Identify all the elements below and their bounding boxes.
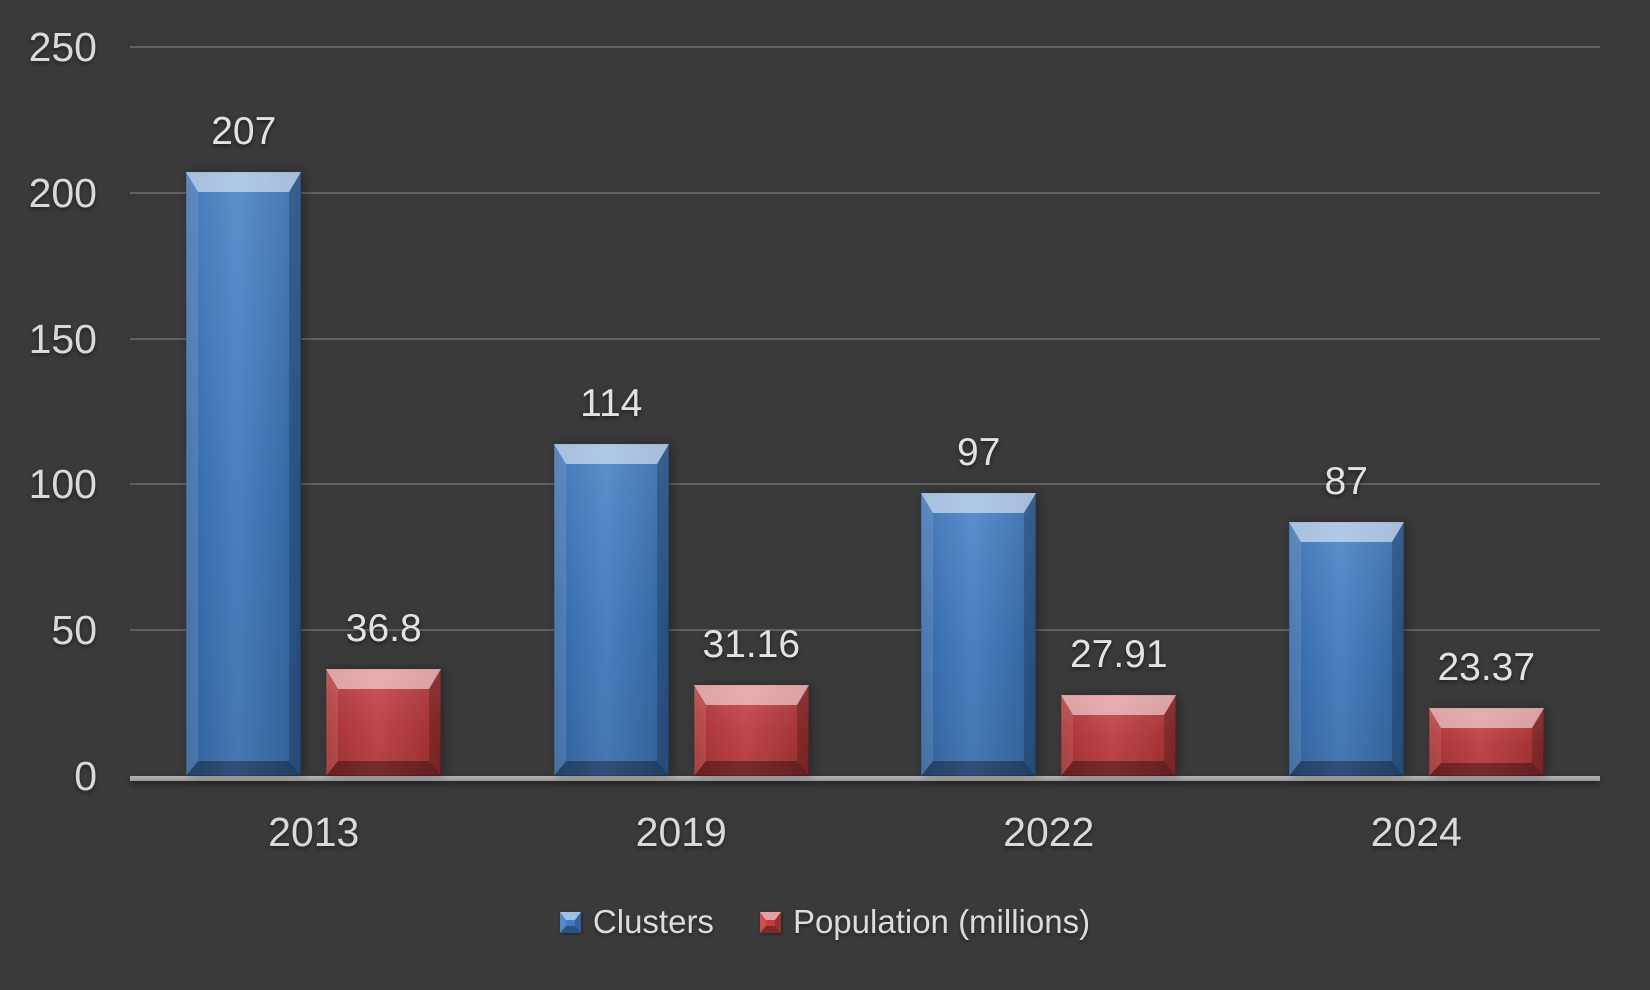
bar-bevel xyxy=(1428,707,1544,776)
legend-item-clusters: Clusters xyxy=(559,903,714,941)
y-axis-tick-label: 200 xyxy=(28,169,97,216)
y-axis-tick-label: 0 xyxy=(74,753,97,799)
y-axis-tick-label: 50 xyxy=(51,607,97,654)
bar-population-millions-2013 xyxy=(326,668,442,776)
bar-face xyxy=(186,172,302,776)
bar-population-millions-2024 xyxy=(1428,707,1544,776)
bar-bevel xyxy=(186,172,302,776)
x-category-label: 2019 xyxy=(635,809,727,855)
gridline-50 xyxy=(130,629,1600,632)
gridline-100 xyxy=(130,483,1600,486)
y-axis-tick-label: 150 xyxy=(28,315,97,362)
legend-swatch-icon xyxy=(759,911,781,933)
bar-bevel xyxy=(326,668,442,776)
legend-label: Clusters xyxy=(592,903,714,940)
x-category-label: 2024 xyxy=(1370,809,1462,855)
legend: Clusters Population (millions) xyxy=(0,896,1650,948)
bar-value-label: 114 xyxy=(580,381,643,425)
x-axis-line xyxy=(130,776,1600,781)
x-category-label: 2013 xyxy=(268,809,360,855)
bar-face xyxy=(553,443,669,776)
bar-value-label: 36.8 xyxy=(345,606,422,650)
y-axis-tick-label: 100 xyxy=(28,461,97,508)
bar-population-millions-2022 xyxy=(1061,694,1177,776)
bar-bevel xyxy=(1061,694,1177,776)
bar-bevel xyxy=(1288,522,1404,776)
bar-clusters-2024 xyxy=(1288,522,1404,776)
x-category-label: 2022 xyxy=(1003,809,1095,855)
bar-bevel xyxy=(693,685,809,776)
bar-value-label: 27.91 xyxy=(1069,632,1168,676)
gridline-250 xyxy=(130,46,1600,48)
gridline-150 xyxy=(130,337,1600,340)
bar-clusters-2019 xyxy=(553,443,669,776)
bar-bevel xyxy=(921,493,1037,776)
legend-item-population-millions: Population (millions) xyxy=(759,903,1091,941)
bar-value-label: 87 xyxy=(1324,460,1368,504)
legend-label: Population (millions) xyxy=(792,903,1091,940)
y-axis-tick-label: 250 xyxy=(28,24,97,70)
bar-value-label: 23.37 xyxy=(1437,645,1536,689)
bar-value-label: 97 xyxy=(957,431,1001,475)
bar-value-label: 207 xyxy=(211,110,277,154)
legend-swatch-bevel xyxy=(559,911,581,933)
bar-value-label: 31.16 xyxy=(702,623,801,667)
bar-clusters-2013 xyxy=(186,172,302,776)
bar-bevel xyxy=(553,443,669,776)
bar-face xyxy=(1288,522,1404,776)
legend-swatch-bevel xyxy=(759,911,781,933)
bar-population-millions-2019 xyxy=(693,685,809,776)
gridline-200 xyxy=(130,191,1600,194)
bar-clusters-2022 xyxy=(921,493,1037,776)
bar-face xyxy=(921,493,1037,776)
legend-swatch-icon xyxy=(559,911,581,933)
